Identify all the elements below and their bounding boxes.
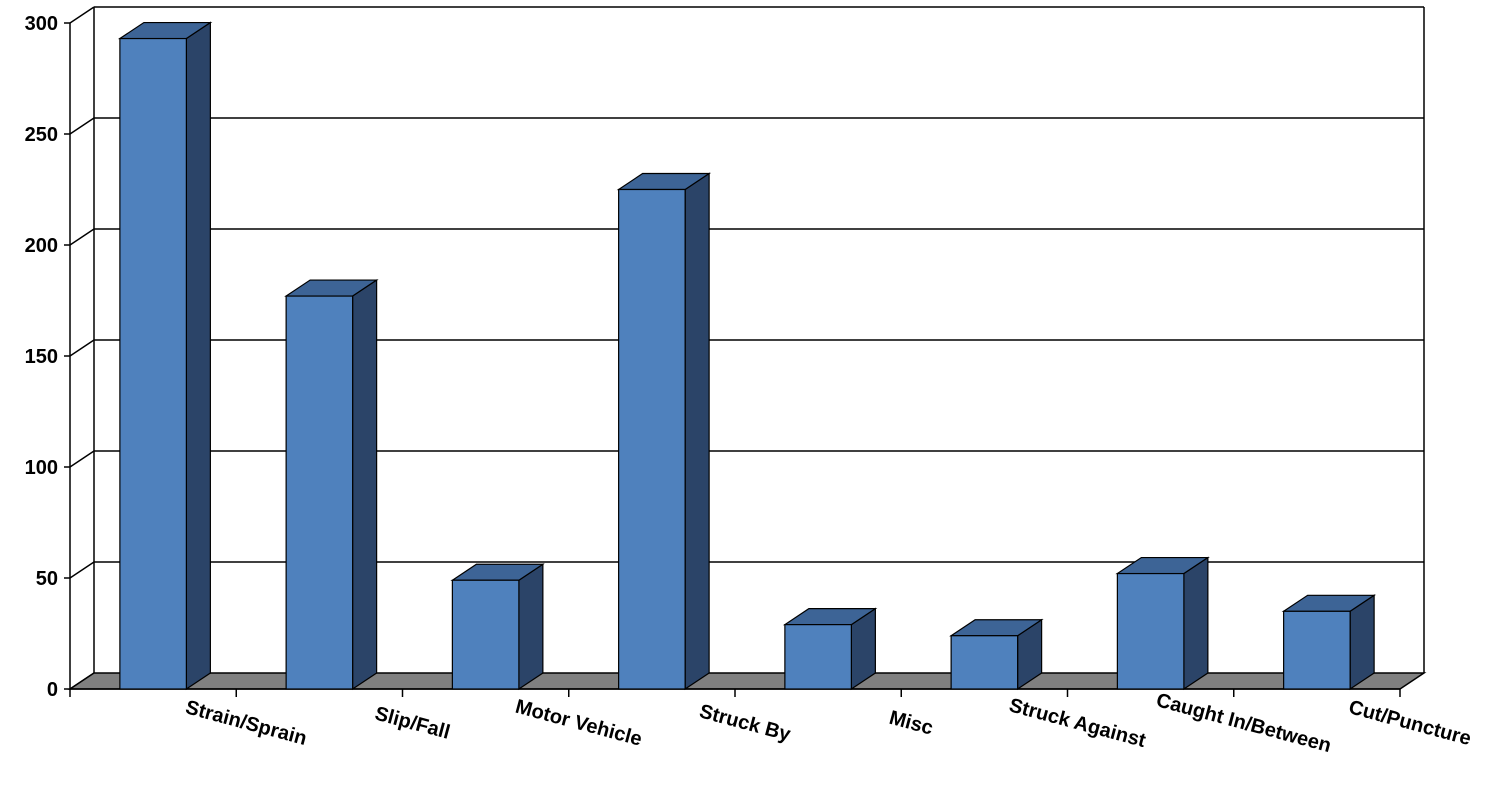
- floor-plane: [67, 672, 1427, 690]
- x-category-label: Motor Vehicle: [513, 696, 644, 751]
- x-category-labels: Strain/Sprain Slip/Fall Motor Vehicle Struc…: [183, 689, 1473, 757]
- bar-side: [352, 278, 378, 691]
- x-category-label: Cut/Puncture: [1346, 696, 1473, 750]
- chart-floor: [67, 672, 1427, 690]
- side-wall-gridline: [69, 117, 95, 135]
- x-category-label: Struck By: [697, 700, 794, 746]
- x-category-label: Strain/Sprain: [183, 696, 309, 749]
- side-wall-gridline: [69, 561, 95, 579]
- x-category-label: Struck Against: [1007, 694, 1149, 752]
- bar: [950, 635, 1019, 690]
- y-tick-label: 200: [25, 235, 58, 257]
- y-tick-label: 250: [25, 124, 58, 146]
- bar: [285, 295, 354, 690]
- bar: [119, 37, 187, 690]
- x-category-label: Caught In/Between: [1154, 689, 1334, 757]
- bar-group: [616, 172, 712, 691]
- side-wall-gridline: [69, 450, 95, 468]
- bar-group: [1115, 556, 1210, 691]
- bar-side: [684, 172, 710, 691]
- y-tick-label: 0: [47, 679, 58, 701]
- bar-side: [518, 563, 544, 691]
- bar-side: [1183, 556, 1209, 691]
- gridlines: [69, 6, 1425, 690]
- bar-group: [949, 618, 1044, 691]
- bars: [117, 21, 1377, 691]
- y-tick-label: 100: [25, 457, 58, 479]
- x-category-label: Misc: [887, 707, 936, 740]
- side-wall-gridline: [69, 6, 95, 24]
- bar: [784, 624, 852, 690]
- side-wall-gridline: [69, 228, 95, 246]
- bar: [618, 188, 686, 690]
- bar-group: [117, 21, 213, 691]
- bar-group: [782, 607, 878, 691]
- bar-group: [1281, 594, 1377, 691]
- bar-group: [284, 278, 379, 691]
- y-tick-label: 300: [25, 13, 58, 35]
- bar-side: [185, 21, 211, 691]
- y-tick-label: 150: [25, 346, 58, 368]
- side-wall-gridline: [69, 339, 95, 357]
- bar-group: [450, 563, 545, 691]
- x-category-label: Slip/Fall: [372, 703, 452, 744]
- bar: [1283, 610, 1351, 690]
- bar: [451, 579, 520, 690]
- y-tick-label: 50: [36, 568, 58, 590]
- y-tick-labels: 0 50 100 150 200 250 300: [25, 13, 58, 701]
- bar: [1116, 572, 1185, 690]
